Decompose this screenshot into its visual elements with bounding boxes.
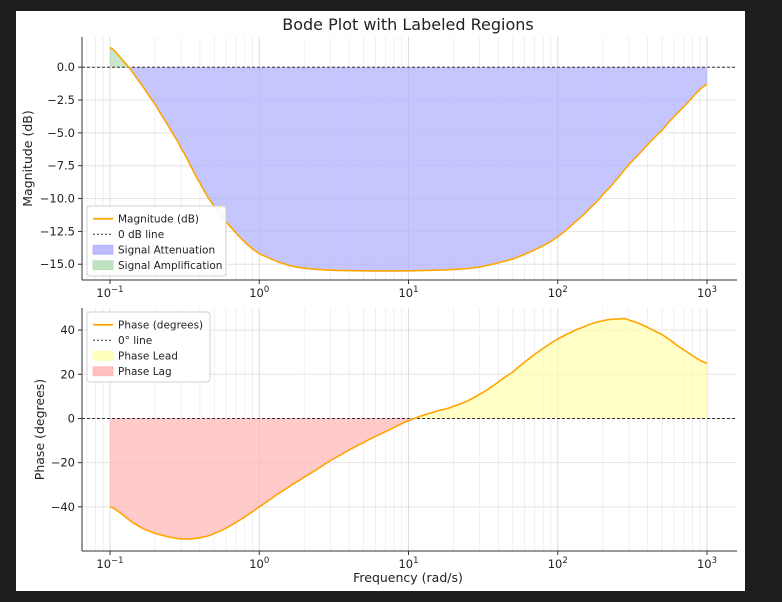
magnitude-legend-patch-swatch <box>92 244 114 255</box>
magnitude-legend-box <box>86 205 227 277</box>
phase-x-tick-label: 101 <box>398 556 418 571</box>
bode-plot-figure: Bode Plot with Labeled Regions Frequency… <box>20 15 737 585</box>
x-tick-base: 10 <box>249 557 264 571</box>
magnitude-y-tick-label: −10.0 <box>40 192 75 206</box>
x-tick-base: 10 <box>697 286 712 300</box>
phase-y-tick-label: −40 <box>51 500 75 514</box>
x-tick-exponent: 1 <box>413 556 418 566</box>
figure: Bode Plot with Labeled Regions Frequency… <box>16 11 745 591</box>
phase-legend-patch-swatch <box>92 350 114 361</box>
magnitude-x-tick-label: 100 <box>249 285 269 300</box>
magnitude-x-tick-label: 10−1 <box>96 285 123 300</box>
magnitude-y-tick-label: −12.5 <box>40 224 75 238</box>
phase-x-tick-label: 102 <box>548 556 568 571</box>
magnitude-y-tick-label: −7.5 <box>47 159 75 173</box>
x-tick-exponent: −1 <box>111 556 124 566</box>
x-tick-exponent: 3 <box>712 285 717 295</box>
phase-legend-patch-swatch <box>92 366 114 377</box>
phase-legend-label: 0° line <box>118 335 152 347</box>
phase-fill-phase-lag <box>110 418 707 540</box>
x-tick-base: 10 <box>548 557 563 571</box>
magnitude-y-tick-label: 0.0 <box>57 60 75 74</box>
phase-y-tick-label: 40 <box>60 323 75 337</box>
magnitude-x-tick-label: 101 <box>398 285 418 300</box>
magnitude-y-tick-label: −2.5 <box>47 93 75 107</box>
x-tick-exponent: 2 <box>562 556 567 566</box>
x-tick-base: 10 <box>96 286 111 300</box>
magnitude-legend-label: Magnitude (dB) <box>118 214 199 226</box>
magnitude-legend: Magnitude (dB) 0 dB line Signal Attenuatio… <box>86 205 227 277</box>
phase-fill-phase-lead <box>110 318 707 419</box>
x-tick-base: 10 <box>548 286 563 300</box>
magnitude-fill-signal-attenuation <box>110 67 707 271</box>
magnitude-x-tick-label: 103 <box>697 285 717 300</box>
x-tick-base: 10 <box>398 286 413 300</box>
phase-x-tick-label: 100 <box>249 556 269 571</box>
x-tick-exponent: 2 <box>562 285 567 295</box>
phase-x-tick-label: 103 <box>697 556 717 571</box>
magnitude-series-line <box>109 46 708 272</box>
x-tick-base: 10 <box>96 557 111 571</box>
magnitude-legend-patch-swatch <box>92 260 114 271</box>
magnitude-y-axis-title: Magnitude (dB) <box>20 110 35 206</box>
panel-magnitude: 0.0−2.5−5.0−7.5−10.0−12.5−15.010−1 100 101… <box>20 37 737 300</box>
phase-y-tick-label: −20 <box>51 456 75 470</box>
magnitude-y-tick-label: −15.0 <box>40 257 75 271</box>
phase-legend-label: Phase Lag <box>118 366 172 378</box>
phase-legend-label: Phase Lead <box>118 351 178 363</box>
phase-y-axis-title: Phase (degrees) <box>32 379 47 480</box>
x-tick-base: 10 <box>398 557 413 571</box>
x-tick-base: 10 <box>249 286 264 300</box>
x-tick-base: 10 <box>697 557 712 571</box>
phase-legend: Phase (degrees) 0° line Phase Lead Phase La… <box>86 311 211 383</box>
x-tick-exponent: 1 <box>413 285 418 295</box>
magnitude-legend-label: Signal Amplification <box>118 260 222 272</box>
magnitude-legend-label: Signal Attenuation <box>118 245 215 257</box>
x-axis-title: Frequency (rad/s) <box>353 570 463 585</box>
x-tick-exponent: 0 <box>264 556 269 566</box>
magnitude-x-tick-label: 102 <box>548 285 568 300</box>
phase-legend-box <box>86 311 211 383</box>
chart-title: Bode Plot with Labeled Regions <box>282 15 533 34</box>
phase-legend-label: Phase (degrees) <box>118 320 203 332</box>
x-tick-exponent: −1 <box>111 285 124 295</box>
magnitude-y-tick-label: −5.0 <box>47 126 75 140</box>
phase-y-tick-label: 0 <box>68 411 75 425</box>
x-tick-exponent: 3 <box>712 556 717 566</box>
x-tick-exponent: 0 <box>264 285 269 295</box>
phase-x-tick-label: 10−1 <box>96 556 123 571</box>
magnitude-legend-label: 0 dB line <box>118 229 164 241</box>
phase-y-tick-label: 20 <box>60 367 75 381</box>
phase-series-line <box>109 317 708 540</box>
